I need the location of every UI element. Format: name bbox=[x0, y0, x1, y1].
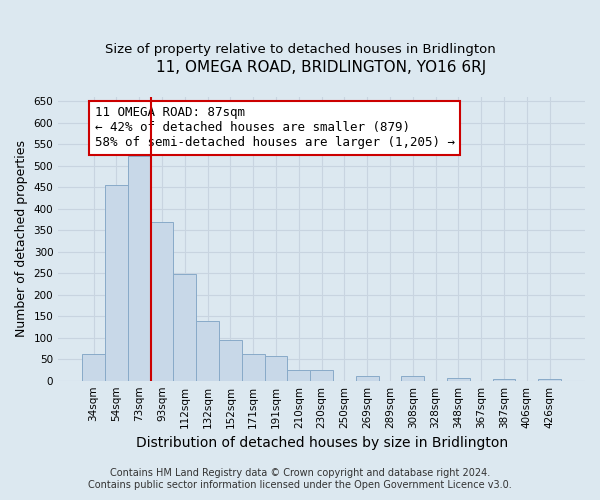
Bar bbox=[356, 376, 379, 380]
Bar bbox=[287, 370, 310, 380]
Bar bbox=[401, 376, 424, 380]
Text: Size of property relative to detached houses in Bridlington: Size of property relative to detached ho… bbox=[104, 42, 496, 56]
X-axis label: Distribution of detached houses by size in Bridlington: Distribution of detached houses by size … bbox=[136, 436, 508, 450]
Bar bbox=[82, 354, 105, 380]
Text: 11 OMEGA ROAD: 87sqm
← 42% of detached houses are smaller (879)
58% of semi-deta: 11 OMEGA ROAD: 87sqm ← 42% of detached h… bbox=[95, 106, 455, 150]
Bar bbox=[151, 222, 173, 380]
Bar bbox=[242, 354, 265, 380]
Bar bbox=[105, 185, 128, 380]
Bar bbox=[196, 320, 219, 380]
Text: Contains HM Land Registry data © Crown copyright and database right 2024.: Contains HM Land Registry data © Crown c… bbox=[110, 468, 490, 477]
Text: Contains public sector information licensed under the Open Government Licence v3: Contains public sector information licen… bbox=[88, 480, 512, 490]
Bar bbox=[493, 378, 515, 380]
Title: 11, OMEGA ROAD, BRIDLINGTON, YO16 6RJ: 11, OMEGA ROAD, BRIDLINGTON, YO16 6RJ bbox=[157, 60, 487, 75]
Bar bbox=[447, 378, 470, 380]
Y-axis label: Number of detached properties: Number of detached properties bbox=[15, 140, 28, 338]
Bar bbox=[128, 156, 151, 380]
Bar bbox=[310, 370, 333, 380]
Bar bbox=[173, 274, 196, 380]
Bar bbox=[265, 356, 287, 380]
Bar bbox=[219, 340, 242, 380]
